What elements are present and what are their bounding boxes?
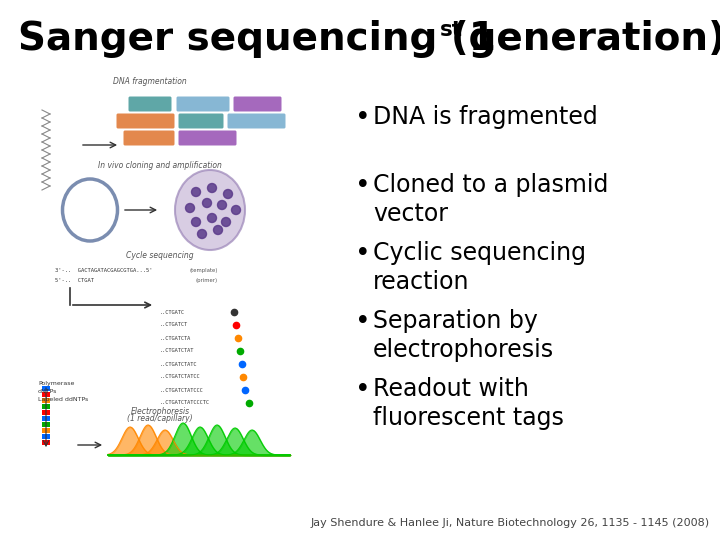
Circle shape: [192, 187, 200, 197]
Bar: [42, 422, 50, 427]
Text: Separation by
electrophoresis: Separation by electrophoresis: [373, 309, 554, 362]
Bar: [42, 404, 50, 409]
Text: (template): (template): [190, 268, 218, 273]
Text: (primer): (primer): [195, 278, 217, 283]
Bar: [42, 416, 50, 421]
FancyBboxPatch shape: [228, 113, 286, 129]
Text: Readout with
fluorescent tags: Readout with fluorescent tags: [373, 377, 564, 430]
Circle shape: [197, 230, 207, 239]
Circle shape: [222, 218, 230, 226]
Text: Sanger sequencing (1: Sanger sequencing (1: [18, 20, 496, 58]
Text: ..CTGATCTATCCCTC: ..CTGATCTATCCCTC: [160, 401, 210, 406]
Bar: [42, 398, 50, 403]
FancyBboxPatch shape: [117, 113, 174, 129]
Text: ..CTGATCTATC: ..CTGATCTATC: [160, 361, 197, 367]
Circle shape: [207, 213, 217, 222]
FancyBboxPatch shape: [179, 113, 223, 129]
Text: dNTPs: dNTPs: [38, 389, 58, 394]
Circle shape: [207, 184, 217, 192]
Circle shape: [232, 206, 240, 214]
FancyBboxPatch shape: [124, 131, 174, 145]
Text: Cycle sequencing: Cycle sequencing: [126, 251, 194, 260]
FancyBboxPatch shape: [179, 131, 236, 145]
Circle shape: [217, 200, 227, 210]
Text: •: •: [355, 377, 371, 403]
Text: (1 read/capillary): (1 read/capillary): [127, 414, 193, 423]
Text: In vivo cloning and amplification: In vivo cloning and amplification: [98, 161, 222, 170]
Circle shape: [192, 218, 200, 226]
Text: Polymerase: Polymerase: [38, 381, 74, 386]
Text: •: •: [355, 105, 371, 131]
Text: ..CTGATC: ..CTGATC: [160, 309, 185, 314]
Bar: [42, 392, 50, 397]
Text: 5'-..  CTGAT: 5'-.. CTGAT: [55, 278, 94, 283]
Text: generation): generation): [455, 20, 720, 58]
Text: •: •: [355, 241, 371, 267]
FancyBboxPatch shape: [128, 97, 171, 111]
Text: Cyclic sequencing
reaction: Cyclic sequencing reaction: [373, 241, 586, 294]
Text: Jay Shendure & Hanlee Ji, Nature Biotechnology 26, 1135 - 1145 (2008): Jay Shendure & Hanlee Ji, Nature Biotech…: [311, 518, 710, 528]
Text: DNA is fragmented: DNA is fragmented: [373, 105, 598, 129]
Bar: [42, 440, 50, 445]
Text: Labeled ddNTPs: Labeled ddNTPs: [38, 397, 89, 402]
Text: Electrophoresis: Electrophoresis: [130, 407, 189, 416]
Text: ..CTGATCT: ..CTGATCT: [160, 322, 188, 327]
Bar: [42, 386, 50, 391]
Circle shape: [202, 199, 212, 207]
Text: •: •: [355, 309, 371, 335]
Bar: [42, 428, 50, 433]
Text: ..CTGATCTATCC: ..CTGATCTATCC: [160, 375, 201, 380]
Circle shape: [223, 190, 233, 199]
Text: ..CTGATCTATCCC: ..CTGATCTATCCC: [160, 388, 204, 393]
Text: Cloned to a plasmid
vector: Cloned to a plasmid vector: [373, 173, 608, 226]
Bar: [42, 434, 50, 439]
FancyBboxPatch shape: [233, 97, 282, 111]
FancyBboxPatch shape: [176, 97, 230, 111]
Circle shape: [214, 226, 222, 234]
Circle shape: [186, 204, 194, 213]
Text: DNA fragmentation: DNA fragmentation: [113, 77, 187, 86]
Text: st: st: [440, 20, 463, 40]
Bar: [42, 410, 50, 415]
Text: ..CTGATCTAT: ..CTGATCTAT: [160, 348, 194, 354]
Text: ..CTGATCTA: ..CTGATCTA: [160, 335, 192, 341]
Ellipse shape: [175, 170, 245, 250]
Text: •: •: [355, 173, 371, 199]
Text: 3'-..  GACTAGATACGAGCGTGA...5': 3'-.. GACTAGATACGAGCGTGA...5': [55, 268, 153, 273]
